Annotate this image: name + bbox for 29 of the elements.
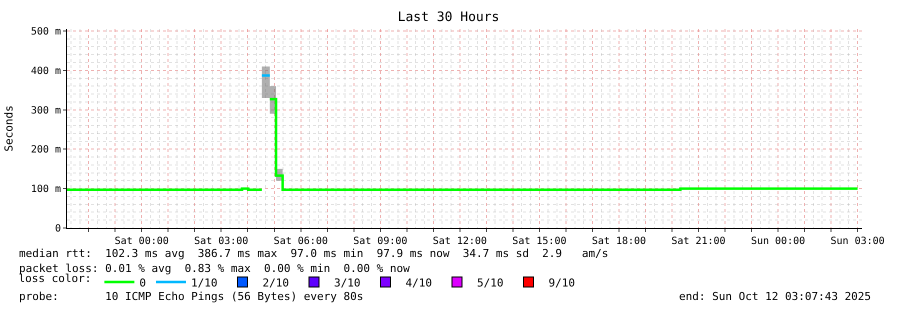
y-tick-label: 300 m <box>30 105 61 116</box>
x-tick-label: Sat 09:00 <box>353 236 408 247</box>
text: end: Sun Oct 12 03:07:43 2025 <box>679 290 872 303</box>
y-tick-label: 500 m <box>30 26 61 38</box>
y-tick-label: 0 <box>54 224 61 234</box>
y-tick-label: 100 m <box>30 184 61 196</box>
x-tick-label: Sat 00:00 <box>114 236 169 247</box>
legend-label: 1/10 <box>190 276 218 290</box>
legend-label: 3/10 <box>334 276 360 290</box>
x-tick-label: Sun 03:00 <box>830 236 885 247</box>
y-tick-label: 200 m <box>30 144 61 156</box>
x-tick-label: Sat 12:00 <box>432 236 487 247</box>
x-tick-label: Sat 18:00 <box>592 236 646 247</box>
x-tick-label: Sat 06:00 <box>274 236 328 247</box>
y-axis-title: Seconds <box>2 105 16 152</box>
legend-label: 2/10 <box>262 276 289 290</box>
legend-label: 4/10 <box>405 276 432 290</box>
x-tick-label: Sat 03:00 <box>194 236 248 247</box>
x-tick-label: Sun 00:00 <box>750 236 806 247</box>
chart-title: Last 30 Hours <box>398 10 500 26</box>
x-tick-label: Sat 21:00 <box>671 236 726 247</box>
text: median rtt: 102.3 ms avg 386.7 ms max 97.0 ms min 97.9 ms now 34.7 ms sd 2.9 am/s <box>19 247 608 260</box>
legend-label: 0 <box>139 276 146 290</box>
text: packet loss: 0.01 % avg 0.83 % max 0.00 % min 0.00 % now <box>19 262 410 275</box>
legend-label: 5/10 <box>476 276 504 290</box>
x-tick-label: Sat 15:00 <box>512 236 566 247</box>
text: probe: 10 ICMP Echo Pings (56 Bytes) every 80s <box>19 290 364 303</box>
y-tick-label: 400 m <box>30 66 61 77</box>
legend-label: 9/10 <box>548 276 575 290</box>
